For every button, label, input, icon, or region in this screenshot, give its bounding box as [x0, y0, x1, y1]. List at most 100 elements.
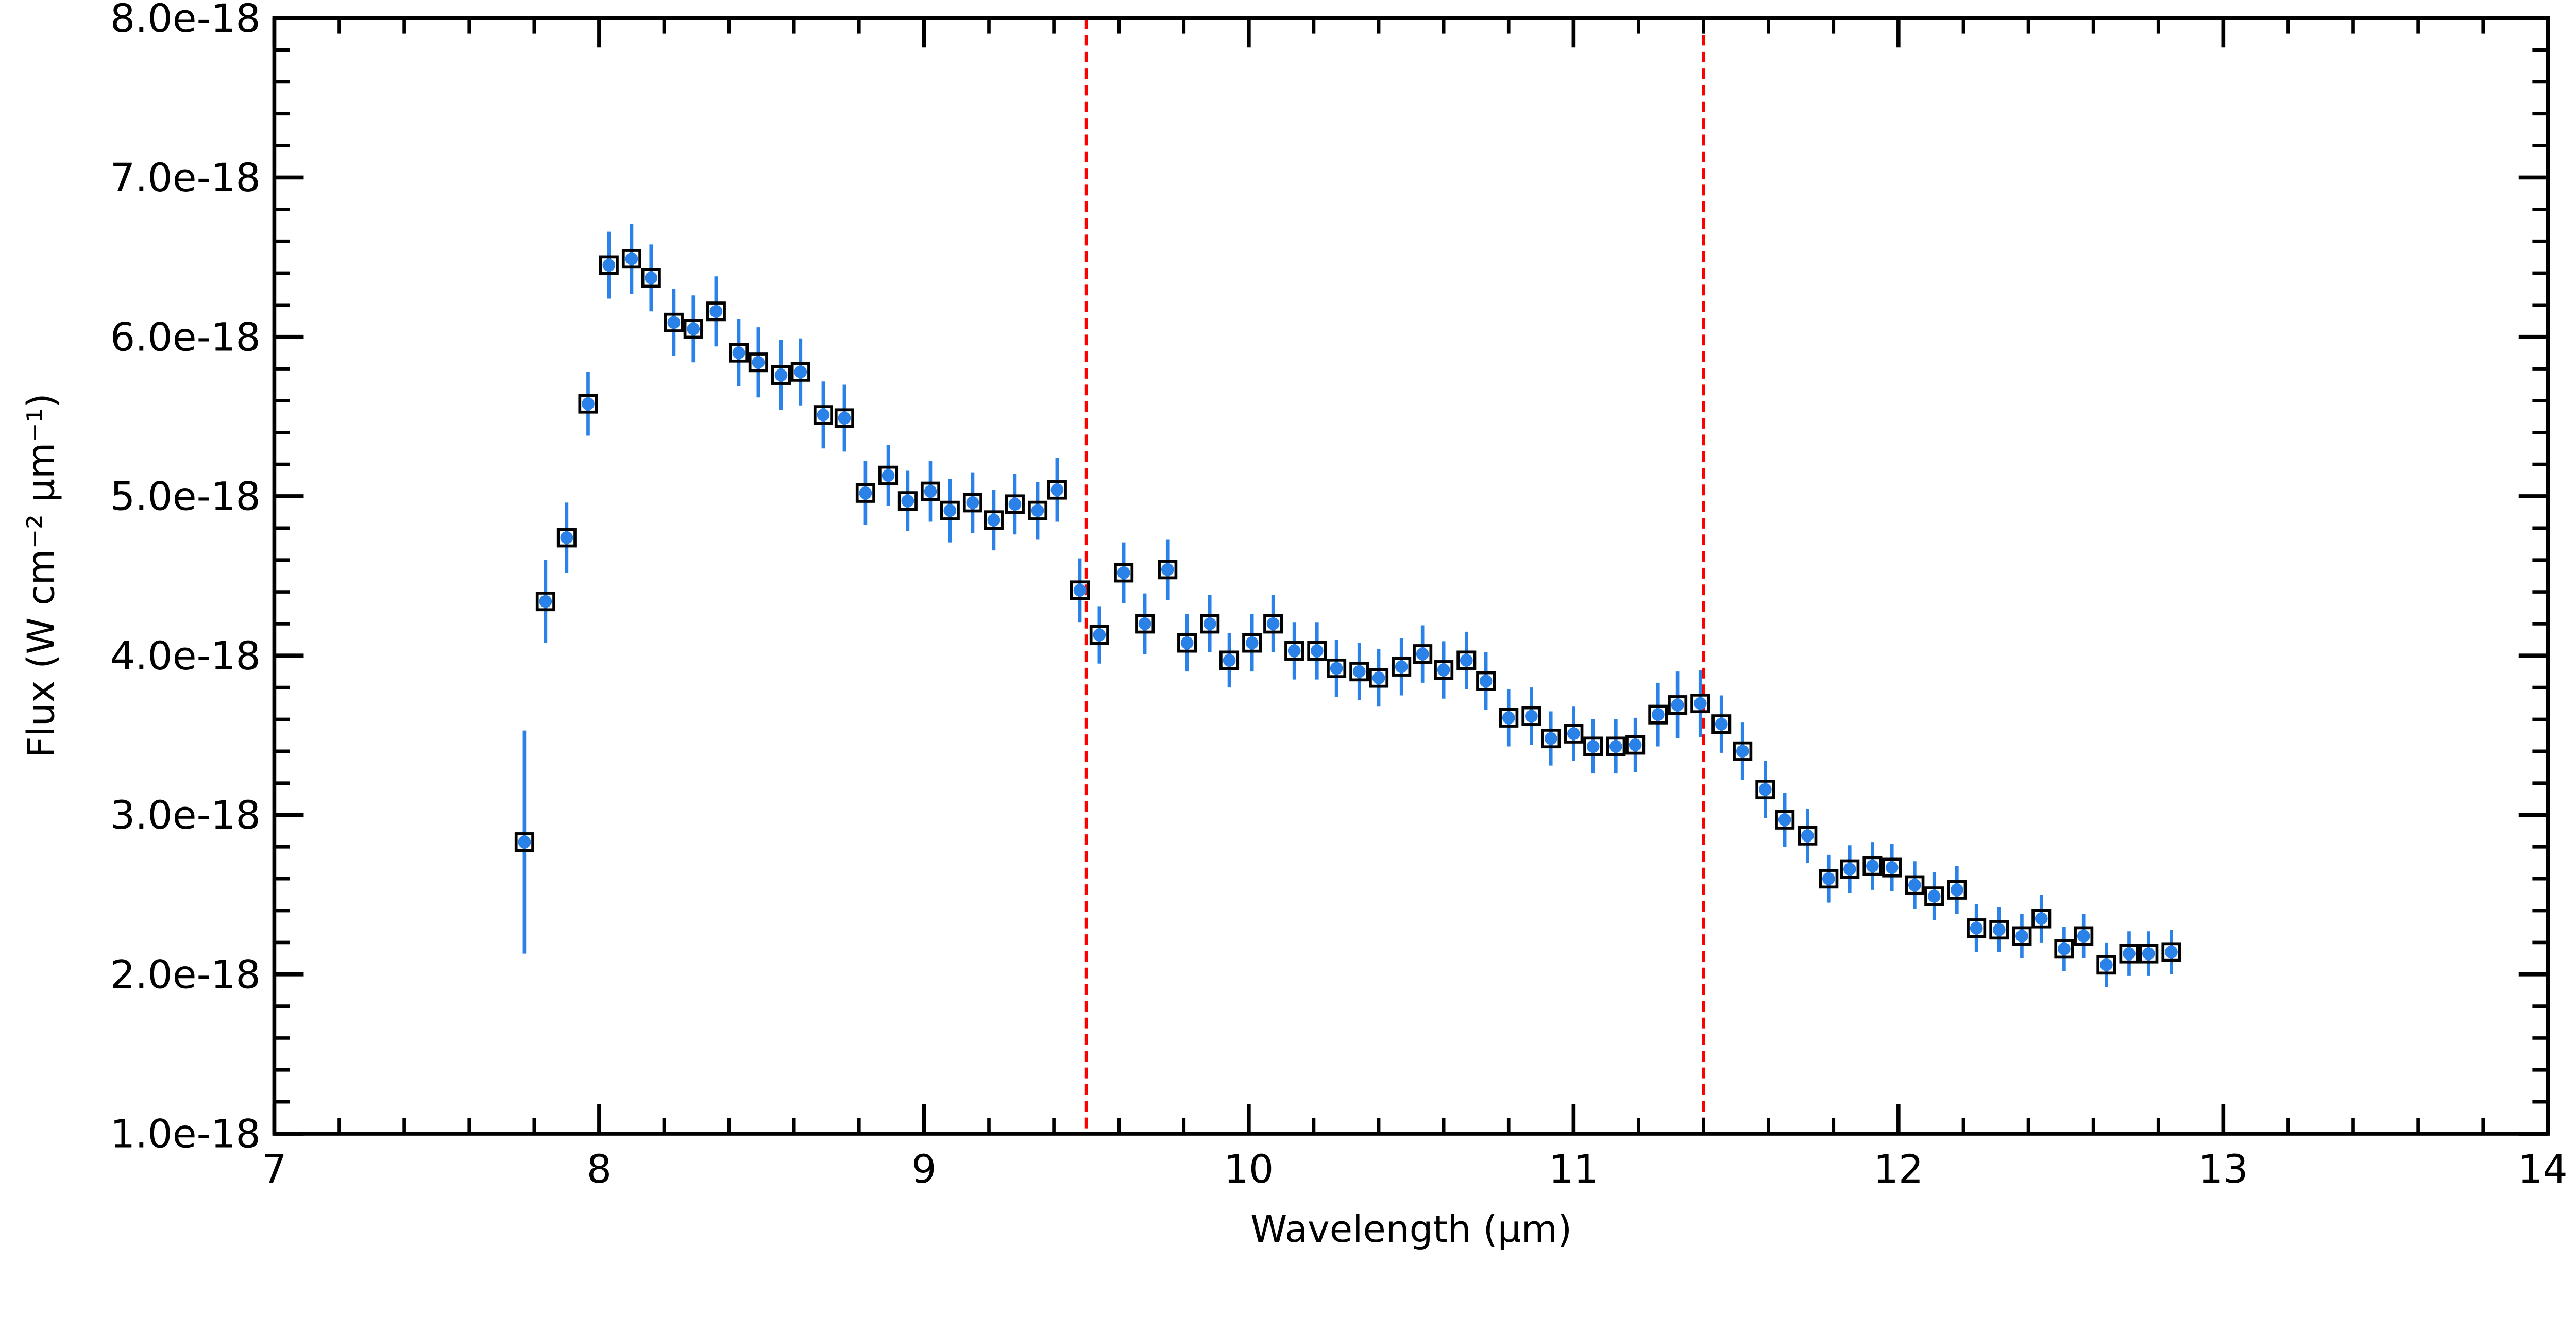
- point-marker: [901, 494, 914, 508]
- data-point: [1242, 614, 1262, 672]
- data-point: [1349, 643, 1369, 700]
- point-marker: [602, 259, 616, 272]
- square-marker: [1690, 694, 1710, 714]
- data-point: [1413, 625, 1433, 683]
- square-marker: [1775, 810, 1795, 830]
- data-point: [940, 478, 960, 543]
- data-point: [1711, 695, 1732, 753]
- square-marker: [790, 362, 810, 382]
- data-point: [2161, 930, 2181, 974]
- y-tick-label: 2.0e-18: [110, 951, 261, 997]
- point-marker: [1287, 644, 1301, 658]
- square-marker: [728, 343, 749, 363]
- point-marker: [774, 368, 788, 382]
- point-marker: [1460, 654, 1473, 667]
- y-axis-label: Flux (W cm⁻² μm⁻¹): [20, 393, 63, 758]
- data-point: [1521, 687, 1541, 745]
- point-marker: [582, 397, 595, 410]
- point-marker: [1822, 872, 1835, 885]
- data-point: [683, 295, 703, 363]
- point-marker: [1843, 863, 1856, 876]
- axis-ticks: [272, 16, 2550, 1136]
- point-marker: [2058, 942, 2071, 955]
- data-point: [1583, 719, 1603, 774]
- point-marker: [667, 316, 681, 329]
- data-point: [2119, 931, 2139, 976]
- square-marker: [1200, 614, 1220, 634]
- point-marker: [1651, 708, 1665, 721]
- data-point: [1541, 711, 1561, 766]
- data-point: [920, 461, 941, 522]
- data-point: [1733, 722, 1753, 780]
- square-marker: [2012, 926, 2032, 946]
- square-marker: [1307, 641, 1327, 661]
- point-marker: [1885, 861, 1899, 874]
- data-point: [1606, 719, 1626, 774]
- square-marker: [1755, 780, 1775, 800]
- point-marker: [1992, 923, 2006, 936]
- data-point: [1564, 706, 1584, 761]
- data-point: [1392, 638, 1412, 696]
- data-point: [1047, 458, 1067, 522]
- x-tick-label: 13: [2198, 1146, 2248, 1192]
- square-marker: [1158, 560, 1178, 580]
- point-marker: [1180, 636, 1194, 649]
- square-marker: [1349, 662, 1369, 682]
- y-tick-label: 8.0e-18: [110, 0, 261, 41]
- point-marker: [987, 514, 1001, 527]
- square-marker: [1219, 650, 1240, 670]
- point-marker: [1330, 662, 1343, 675]
- square-marker: [1924, 886, 1944, 906]
- data-point: [1819, 854, 1839, 903]
- square-marker: [1456, 650, 1477, 670]
- point-marker: [687, 322, 700, 335]
- point-marker: [518, 835, 531, 849]
- point-marker: [1950, 883, 1963, 897]
- data-point: [1476, 652, 1496, 710]
- point-marker: [817, 408, 830, 422]
- point-marker: [645, 271, 658, 284]
- data-point: [1263, 595, 1283, 653]
- point-marker: [2165, 946, 2178, 958]
- y-tick-label: 3.0e-18: [110, 792, 261, 838]
- data-point: [1967, 904, 1987, 952]
- square-marker: [1798, 826, 1818, 846]
- data-point: [1625, 717, 1646, 772]
- data-point: [1989, 907, 2009, 952]
- x-tick-label: 9: [911, 1146, 936, 1192]
- square-marker: [1327, 658, 1347, 678]
- data-point: [1219, 633, 1240, 688]
- square-marker: [834, 408, 854, 428]
- point-marker: [838, 412, 851, 425]
- point-marker: [539, 595, 552, 608]
- data-points: [514, 224, 2181, 987]
- point-marker: [1352, 665, 1366, 678]
- point-marker: [625, 252, 638, 265]
- data-point: [728, 319, 749, 386]
- square-marker: [578, 394, 598, 414]
- point-marker: [1008, 498, 1022, 511]
- y-tick-label: 6.0e-18: [110, 314, 261, 360]
- data-point: [514, 730, 534, 954]
- data-point: [1924, 872, 1944, 920]
- point-marker: [1908, 879, 1921, 891]
- square-marker: [641, 268, 661, 288]
- data-point: [1648, 682, 1668, 747]
- point-marker: [859, 486, 872, 500]
- data-point: [2012, 914, 2032, 958]
- point-marker: [966, 496, 979, 509]
- square-marker: [1819, 869, 1839, 889]
- point-marker: [1629, 738, 1642, 751]
- square-marker: [1541, 729, 1561, 749]
- data-point: [1840, 845, 1860, 894]
- square-marker: [962, 493, 982, 513]
- point-marker: [1223, 654, 1236, 667]
- point-marker: [1372, 671, 1385, 684]
- square-marker: [1476, 671, 1496, 691]
- square-marker: [920, 481, 941, 501]
- data-point: [578, 372, 598, 436]
- point-marker: [709, 305, 723, 318]
- y-tick-label: 4.0e-18: [110, 633, 261, 679]
- square-marker: [1521, 706, 1541, 726]
- square-marker: [984, 510, 1004, 530]
